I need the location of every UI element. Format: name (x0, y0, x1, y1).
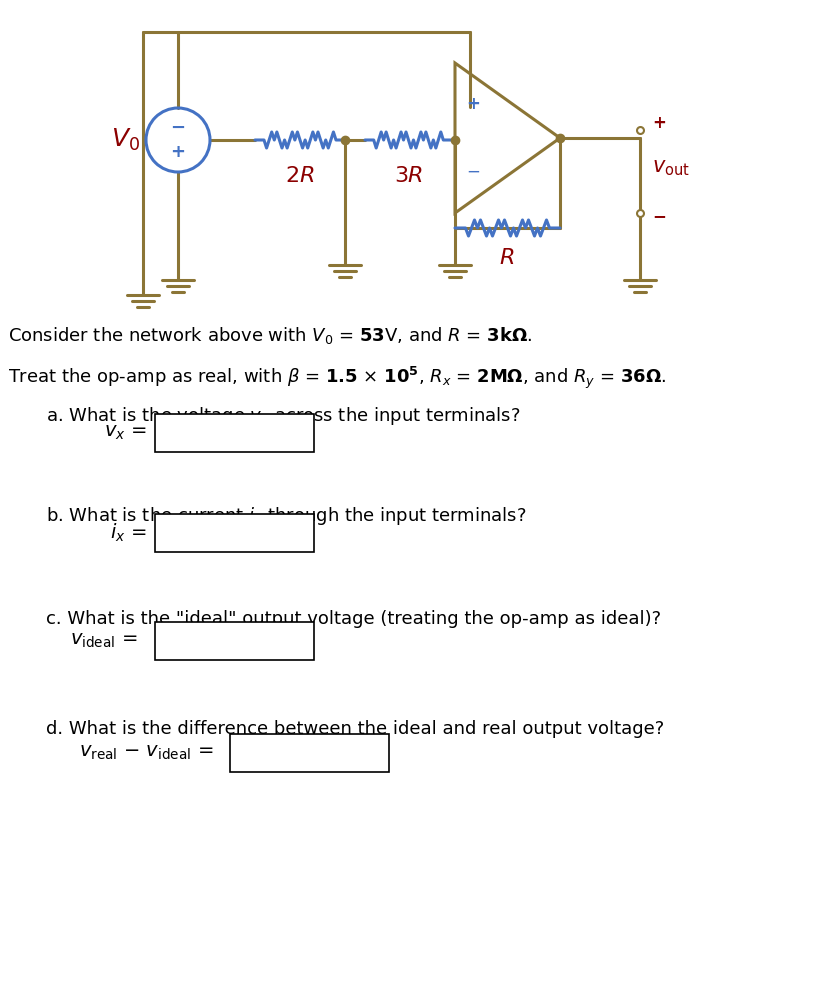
Text: c. What is the "ideal" output voltage (treating the op-amp as ideal)?: c. What is the "ideal" output voltage (t… (46, 610, 661, 628)
Text: $V_0$: $V_0$ (111, 127, 140, 153)
Text: $3R$: $3R$ (394, 166, 422, 186)
Text: a. What is the voltage $v_x$ across the input terminals?: a. What is the voltage $v_x$ across the … (46, 405, 520, 427)
Text: Treat the op-amp as real, with $\beta$ = $\mathbf{1.5}$ $\times$ $\mathbf{10^5}$: Treat the op-amp as real, with $\beta$ =… (8, 365, 667, 391)
Text: −: − (652, 207, 666, 225)
Text: $v_\mathrm{ideal}$ =: $v_\mathrm{ideal}$ = (70, 632, 138, 650)
Text: $v_\mathrm{real}$ $-$ $v_\mathrm{ideal}$ =: $v_\mathrm{real}$ $-$ $v_\mathrm{ideal}$… (79, 744, 213, 762)
Text: +: + (652, 114, 666, 132)
Text: +: + (171, 143, 186, 161)
Text: Consider the network above with $V_0$ = $\mathbf{53}$V, and $R$ = $\mathbf{3k\Om: Consider the network above with $V_0$ = … (8, 325, 533, 346)
Text: −: − (171, 119, 186, 137)
Text: b. What is the current $i_x$ through the input terminals?: b. What is the current $i_x$ through the… (46, 505, 527, 527)
Text: +: + (466, 95, 480, 113)
Text: $v_x$ =: $v_x$ = (104, 423, 146, 442)
Text: $v_\mathrm{out}$: $v_\mathrm{out}$ (652, 158, 690, 178)
Text: −: − (466, 163, 480, 181)
Text: $i_x$ =: $i_x$ = (110, 522, 146, 544)
Text: $R$: $R$ (499, 248, 515, 268)
Text: d. What is the difference between the ideal and real output voltage?: d. What is the difference between the id… (46, 720, 665, 738)
Text: $2R$: $2R$ (285, 166, 315, 186)
